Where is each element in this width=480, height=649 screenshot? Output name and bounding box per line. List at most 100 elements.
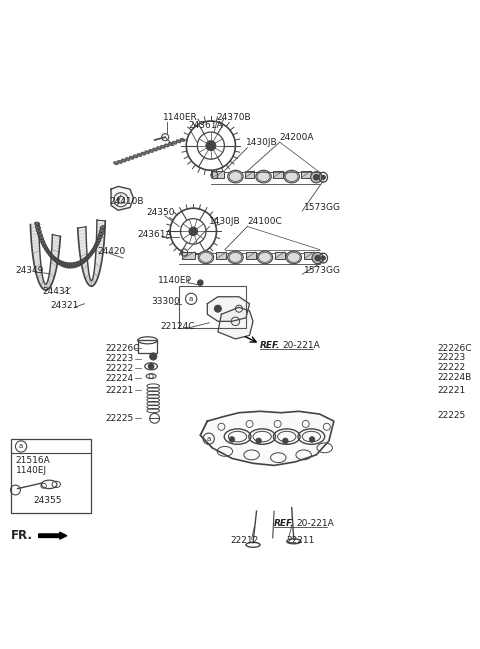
Text: 33300: 33300 xyxy=(151,297,180,306)
Ellipse shape xyxy=(77,261,81,266)
Text: a: a xyxy=(206,435,211,442)
Ellipse shape xyxy=(46,249,50,254)
Polygon shape xyxy=(86,276,90,283)
Ellipse shape xyxy=(73,262,76,268)
Polygon shape xyxy=(36,270,42,276)
Ellipse shape xyxy=(98,232,103,236)
Polygon shape xyxy=(46,284,47,290)
Ellipse shape xyxy=(284,170,300,183)
Polygon shape xyxy=(83,267,88,274)
Text: 1430JB: 1430JB xyxy=(246,138,277,147)
Polygon shape xyxy=(43,284,45,289)
Ellipse shape xyxy=(164,144,169,147)
Ellipse shape xyxy=(153,148,157,151)
Text: FR.: FR. xyxy=(11,529,33,542)
Polygon shape xyxy=(85,273,89,279)
Polygon shape xyxy=(92,279,94,285)
Circle shape xyxy=(150,353,157,360)
Polygon shape xyxy=(96,236,104,241)
Text: 24350: 24350 xyxy=(146,208,175,217)
Polygon shape xyxy=(96,245,104,251)
Polygon shape xyxy=(37,273,42,280)
Polygon shape xyxy=(49,274,54,281)
Bar xyxy=(11,439,91,513)
Ellipse shape xyxy=(118,160,122,164)
Polygon shape xyxy=(39,278,43,285)
Polygon shape xyxy=(39,276,43,284)
Text: 22223: 22223 xyxy=(437,354,466,362)
Polygon shape xyxy=(79,242,86,248)
Polygon shape xyxy=(85,274,89,280)
Text: 24321: 24321 xyxy=(50,301,79,310)
Ellipse shape xyxy=(145,151,150,154)
Ellipse shape xyxy=(37,232,42,236)
Circle shape xyxy=(313,175,319,180)
Text: 22224B: 22224B xyxy=(437,373,471,382)
Ellipse shape xyxy=(180,138,185,141)
Ellipse shape xyxy=(114,162,119,165)
Ellipse shape xyxy=(420,391,431,396)
Polygon shape xyxy=(50,264,56,271)
Polygon shape xyxy=(95,261,101,267)
Ellipse shape xyxy=(35,222,40,226)
Polygon shape xyxy=(36,267,41,275)
Polygon shape xyxy=(47,282,49,289)
Polygon shape xyxy=(52,234,60,239)
Polygon shape xyxy=(35,261,41,267)
Polygon shape xyxy=(84,269,88,276)
Ellipse shape xyxy=(420,388,431,393)
Polygon shape xyxy=(96,251,103,257)
Text: 1140ER: 1140ER xyxy=(163,113,198,122)
Text: a: a xyxy=(189,296,193,302)
Ellipse shape xyxy=(133,155,138,158)
Polygon shape xyxy=(78,233,86,238)
Polygon shape xyxy=(52,243,60,249)
Text: 24361A: 24361A xyxy=(137,230,172,239)
Text: 1573GG: 1573GG xyxy=(304,203,341,212)
Polygon shape xyxy=(41,281,44,288)
Polygon shape xyxy=(96,248,103,254)
Ellipse shape xyxy=(156,147,161,150)
Polygon shape xyxy=(90,280,91,286)
Text: 22221: 22221 xyxy=(106,386,133,395)
Polygon shape xyxy=(32,248,40,254)
Polygon shape xyxy=(51,257,58,263)
Polygon shape xyxy=(47,282,49,288)
Text: 24100C: 24100C xyxy=(247,217,282,226)
Text: 22212: 22212 xyxy=(230,536,259,545)
Bar xyxy=(273,171,283,178)
Text: 24370B: 24370B xyxy=(216,113,251,122)
Ellipse shape xyxy=(90,249,95,254)
Ellipse shape xyxy=(79,260,83,265)
Polygon shape xyxy=(78,227,86,232)
Ellipse shape xyxy=(420,406,431,410)
Text: 22226C: 22226C xyxy=(106,343,140,352)
Bar xyxy=(245,171,254,178)
Polygon shape xyxy=(78,236,86,241)
Ellipse shape xyxy=(93,244,98,249)
Ellipse shape xyxy=(38,236,44,239)
Bar xyxy=(182,252,195,259)
Polygon shape xyxy=(40,279,43,286)
Ellipse shape xyxy=(286,251,301,263)
Polygon shape xyxy=(97,227,105,232)
Polygon shape xyxy=(36,265,41,273)
Ellipse shape xyxy=(40,239,45,243)
Polygon shape xyxy=(80,253,87,260)
Text: a: a xyxy=(19,443,23,450)
Ellipse shape xyxy=(83,257,87,262)
Ellipse shape xyxy=(87,254,91,259)
Ellipse shape xyxy=(88,251,93,256)
Polygon shape xyxy=(51,260,57,266)
Ellipse shape xyxy=(100,226,105,230)
Text: 22225: 22225 xyxy=(106,414,133,423)
Ellipse shape xyxy=(176,140,181,143)
Polygon shape xyxy=(30,224,39,228)
Polygon shape xyxy=(89,280,91,286)
Text: 24410B: 24410B xyxy=(109,197,144,206)
Ellipse shape xyxy=(228,251,243,263)
Polygon shape xyxy=(96,242,104,248)
Ellipse shape xyxy=(85,256,89,261)
Bar xyxy=(413,340,431,353)
Ellipse shape xyxy=(125,158,130,161)
